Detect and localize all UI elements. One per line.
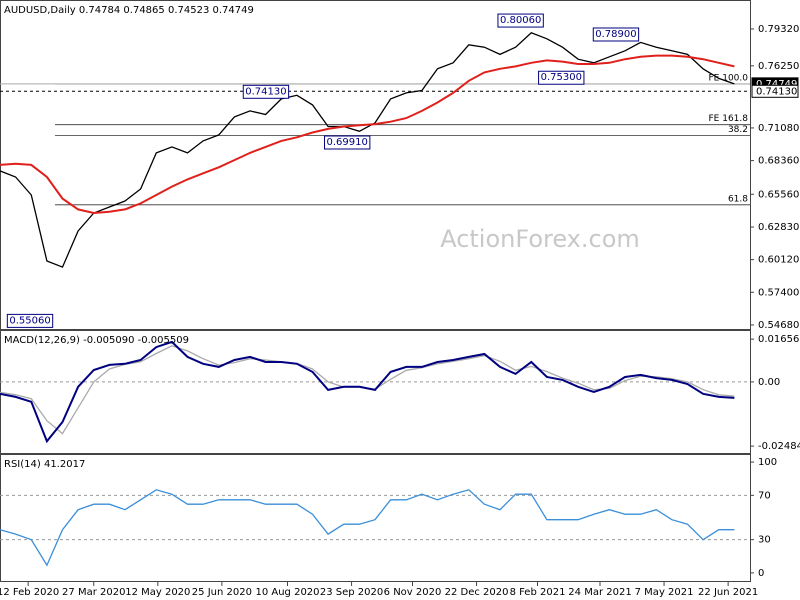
x-tick-label: 10 Aug 2020 xyxy=(255,587,319,598)
y-tick-label: 0.65560 xyxy=(758,189,799,200)
watermark: ActionForex.com xyxy=(440,225,640,253)
price-marker-label: 0.74749 xyxy=(756,79,797,90)
y-tick-label: 30 xyxy=(758,535,771,546)
series-line xyxy=(0,340,735,444)
annotation-box xyxy=(538,70,585,85)
x-tick-label: 22 Dec 2020 xyxy=(445,587,509,598)
panel-title: MACD(12,26,9) -0.005090 -0.005509 xyxy=(4,335,189,346)
y-tick-label: 0.54680 xyxy=(758,320,799,331)
annotation-label: 0.78900 xyxy=(595,29,636,40)
annotation-box xyxy=(324,135,371,150)
x-tick-label: 25 Jun 2020 xyxy=(192,587,252,598)
y-tick-label: 100 xyxy=(758,457,777,468)
y-tick-label: 0.016567 xyxy=(758,334,800,345)
y-tick-label: 0.71080 xyxy=(758,123,799,134)
y-tick-label: 0 xyxy=(758,568,764,579)
annotation-label: 0.69910 xyxy=(327,137,368,148)
fib-level-label: FE 161.8 xyxy=(709,114,749,124)
annotation-box xyxy=(497,13,544,28)
price-marker-box xyxy=(751,84,799,98)
price-marker-label: 0.74130 xyxy=(756,86,797,97)
annotation-box xyxy=(592,27,640,42)
panel-title: AUDUSD,Daily 0.74784 0.74865 0.74523 0.7… xyxy=(4,5,254,16)
y-tick-label: 0.79320 xyxy=(758,24,799,35)
x-tick-label: 12 May 2020 xyxy=(125,587,190,598)
y-tick-label: -0.02484 xyxy=(758,441,800,452)
series-line xyxy=(0,54,735,215)
series-line xyxy=(0,32,735,268)
annotation-label: 0.74130 xyxy=(245,86,286,97)
fib-level-label: 38.2 xyxy=(728,125,748,135)
fib-level-label: FE 100.0 xyxy=(709,73,749,83)
x-tick-label: 7 May 2021 xyxy=(635,587,694,598)
x-tick-label: 6 Nov 2020 xyxy=(384,587,442,598)
annotation-label: 0.75300 xyxy=(541,72,582,83)
annotation-label: 0.80060 xyxy=(500,15,541,26)
price-panel xyxy=(0,0,751,330)
annotation-label: 0.55060 xyxy=(9,315,50,326)
rsi-panel xyxy=(0,454,751,582)
y-tick-label: 0.76250 xyxy=(758,61,799,72)
y-tick-label: 0.57400 xyxy=(758,287,799,298)
x-tick-label: 23 Sep 2020 xyxy=(320,587,383,598)
fib-level-label: 61.8 xyxy=(728,194,748,204)
annotation-box xyxy=(6,313,54,328)
series-line xyxy=(0,489,735,567)
annotation-box xyxy=(242,84,290,99)
series-line xyxy=(0,345,735,435)
x-tick-label: 12 Feb 2020 xyxy=(0,587,59,598)
x-tick-label: 8 Feb 2021 xyxy=(510,587,566,598)
y-tick-label: 0.68360 xyxy=(758,156,799,167)
y-tick-label: 0.00 xyxy=(758,377,780,388)
y-tick-label: 0.62830 xyxy=(758,222,799,233)
panel-title: RSI(14) 41.2017 xyxy=(4,459,85,470)
macd-panel xyxy=(0,330,751,454)
x-tick-label: 22 Jun 2021 xyxy=(698,587,758,598)
x-tick-label: 27 Mar 2020 xyxy=(62,587,125,598)
x-tick-label: 24 Mar 2021 xyxy=(568,587,631,598)
y-tick-label: 0.60120 xyxy=(758,255,799,266)
y-tick-label: 70 xyxy=(758,490,771,501)
